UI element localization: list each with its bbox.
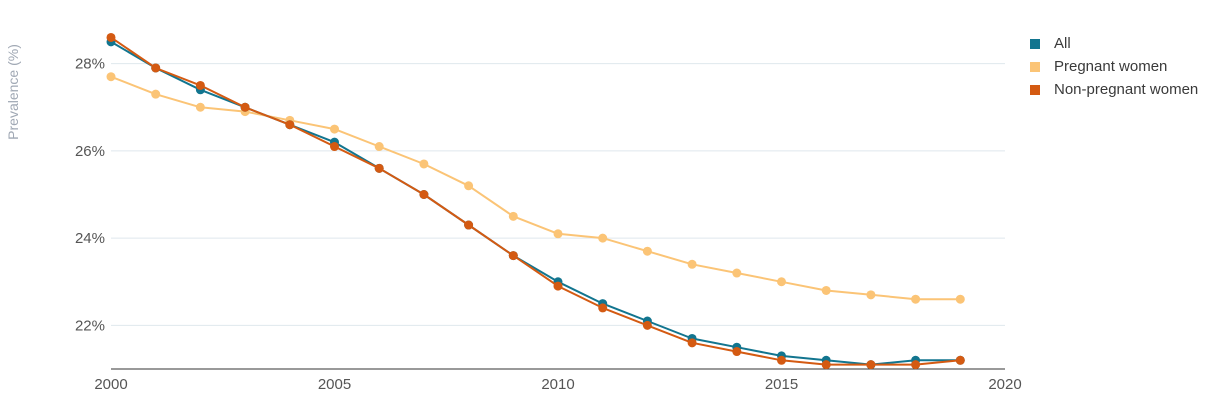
series-line-all xyxy=(110,40,961,366)
point-non-pregnant-women-2009[interactable] xyxy=(508,251,518,261)
point-pregnant-women-2011[interactable] xyxy=(598,233,608,243)
point-pregnant-women-2016[interactable] xyxy=(821,285,831,295)
point-non-pregnant-women-2007[interactable] xyxy=(419,190,429,199)
point-non-pregnant-women-2017[interactable] xyxy=(866,360,876,370)
series-group xyxy=(106,32,965,370)
point-non-pregnant-women-2001[interactable] xyxy=(151,63,161,73)
point-pregnant-women-2008[interactable] xyxy=(464,181,474,191)
legend-item-non-pregnant-women[interactable]: Non-pregnant women xyxy=(1030,78,1198,101)
point-non-pregnant-women-2018[interactable] xyxy=(911,360,921,370)
y-tick-label-22: 22% xyxy=(75,317,105,334)
point-pregnant-women-2013[interactable] xyxy=(687,259,697,269)
series-pregnant-women xyxy=(106,72,965,304)
point-non-pregnant-women-2002[interactable] xyxy=(195,80,205,90)
legend-label-non-pregnant-women: Non-pregnant women xyxy=(1054,81,1199,98)
point-non-pregnant-women-2006[interactable] xyxy=(374,163,384,173)
legend-swatch-all xyxy=(1030,38,1040,49)
y-tick-label-24: 24% xyxy=(75,230,105,247)
point-non-pregnant-women-2016[interactable] xyxy=(821,360,831,370)
point-pregnant-women-2009[interactable] xyxy=(508,211,518,221)
point-pregnant-women-2012[interactable] xyxy=(642,246,652,256)
point-pregnant-women-2010[interactable] xyxy=(553,229,563,239)
y-axis-tick-labels: 22% 24% 26% 28% xyxy=(75,56,105,335)
point-pregnant-women-2015[interactable] xyxy=(777,277,786,287)
point-pregnant-women-2002[interactable] xyxy=(195,102,205,112)
x-tick-label-2000: 2000 xyxy=(94,376,127,393)
point-non-pregnant-women-2015[interactable] xyxy=(777,355,786,365)
y-tick-label-26: 26% xyxy=(75,143,105,160)
x-axis-tick-labels: 2000 2005 2010 2015 2020 xyxy=(94,376,1021,393)
legend-item-pregnant-women[interactable]: Pregnant women xyxy=(1030,55,1198,78)
point-pregnant-women-2007[interactable] xyxy=(419,159,429,169)
x-tick-label-2010: 2010 xyxy=(541,376,574,393)
legend-item-all[interactable]: All xyxy=(1030,32,1198,55)
series-line-non-pregnant-women xyxy=(110,36,961,366)
point-pregnant-women-2001[interactable] xyxy=(151,89,161,99)
point-pregnant-women-2000[interactable] xyxy=(106,72,116,82)
point-non-pregnant-women-2000[interactable] xyxy=(106,32,116,42)
point-pregnant-women-2005[interactable] xyxy=(330,124,339,134)
legend-swatch-non-pregnant-women xyxy=(1030,84,1040,95)
point-pregnant-women-2014[interactable] xyxy=(732,268,742,278)
legend: All Pregnant women Non-pregnant women xyxy=(1030,32,1198,101)
point-non-pregnant-women-2004[interactable] xyxy=(285,120,295,130)
point-pregnant-women-2019[interactable] xyxy=(955,294,965,304)
x-tick-label-2005: 2005 xyxy=(318,376,351,393)
series-non-pregnant-women xyxy=(106,32,965,370)
point-non-pregnant-women-2005[interactable] xyxy=(330,142,339,152)
grid-lines xyxy=(111,63,1005,326)
point-non-pregnant-women-2008[interactable] xyxy=(464,220,474,230)
y-axis-label: Prevalence (%) xyxy=(5,44,21,140)
point-pregnant-women-2006[interactable] xyxy=(374,142,384,152)
legend-swatch-pregnant-women xyxy=(1030,61,1040,72)
legend-label-pregnant-women: Pregnant women xyxy=(1054,58,1168,75)
point-non-pregnant-women-2010[interactable] xyxy=(553,281,563,291)
x-tick-label-2020: 2020 xyxy=(988,376,1021,393)
y-tick-label-28: 28% xyxy=(75,56,105,73)
series-all xyxy=(106,37,965,370)
point-non-pregnant-women-2019[interactable] xyxy=(955,355,965,365)
point-non-pregnant-women-2014[interactable] xyxy=(732,347,742,357)
legend-label-all: All xyxy=(1054,35,1071,52)
x-tick-label-2015: 2015 xyxy=(765,376,798,393)
point-pregnant-women-2017[interactable] xyxy=(866,290,876,300)
point-pregnant-women-2018[interactable] xyxy=(911,294,921,304)
point-non-pregnant-women-2013[interactable] xyxy=(687,338,697,348)
point-non-pregnant-women-2003[interactable] xyxy=(240,102,250,112)
point-non-pregnant-women-2012[interactable] xyxy=(642,320,652,330)
series-line-pregnant-women xyxy=(110,75,961,301)
point-non-pregnant-women-2011[interactable] xyxy=(598,303,608,313)
